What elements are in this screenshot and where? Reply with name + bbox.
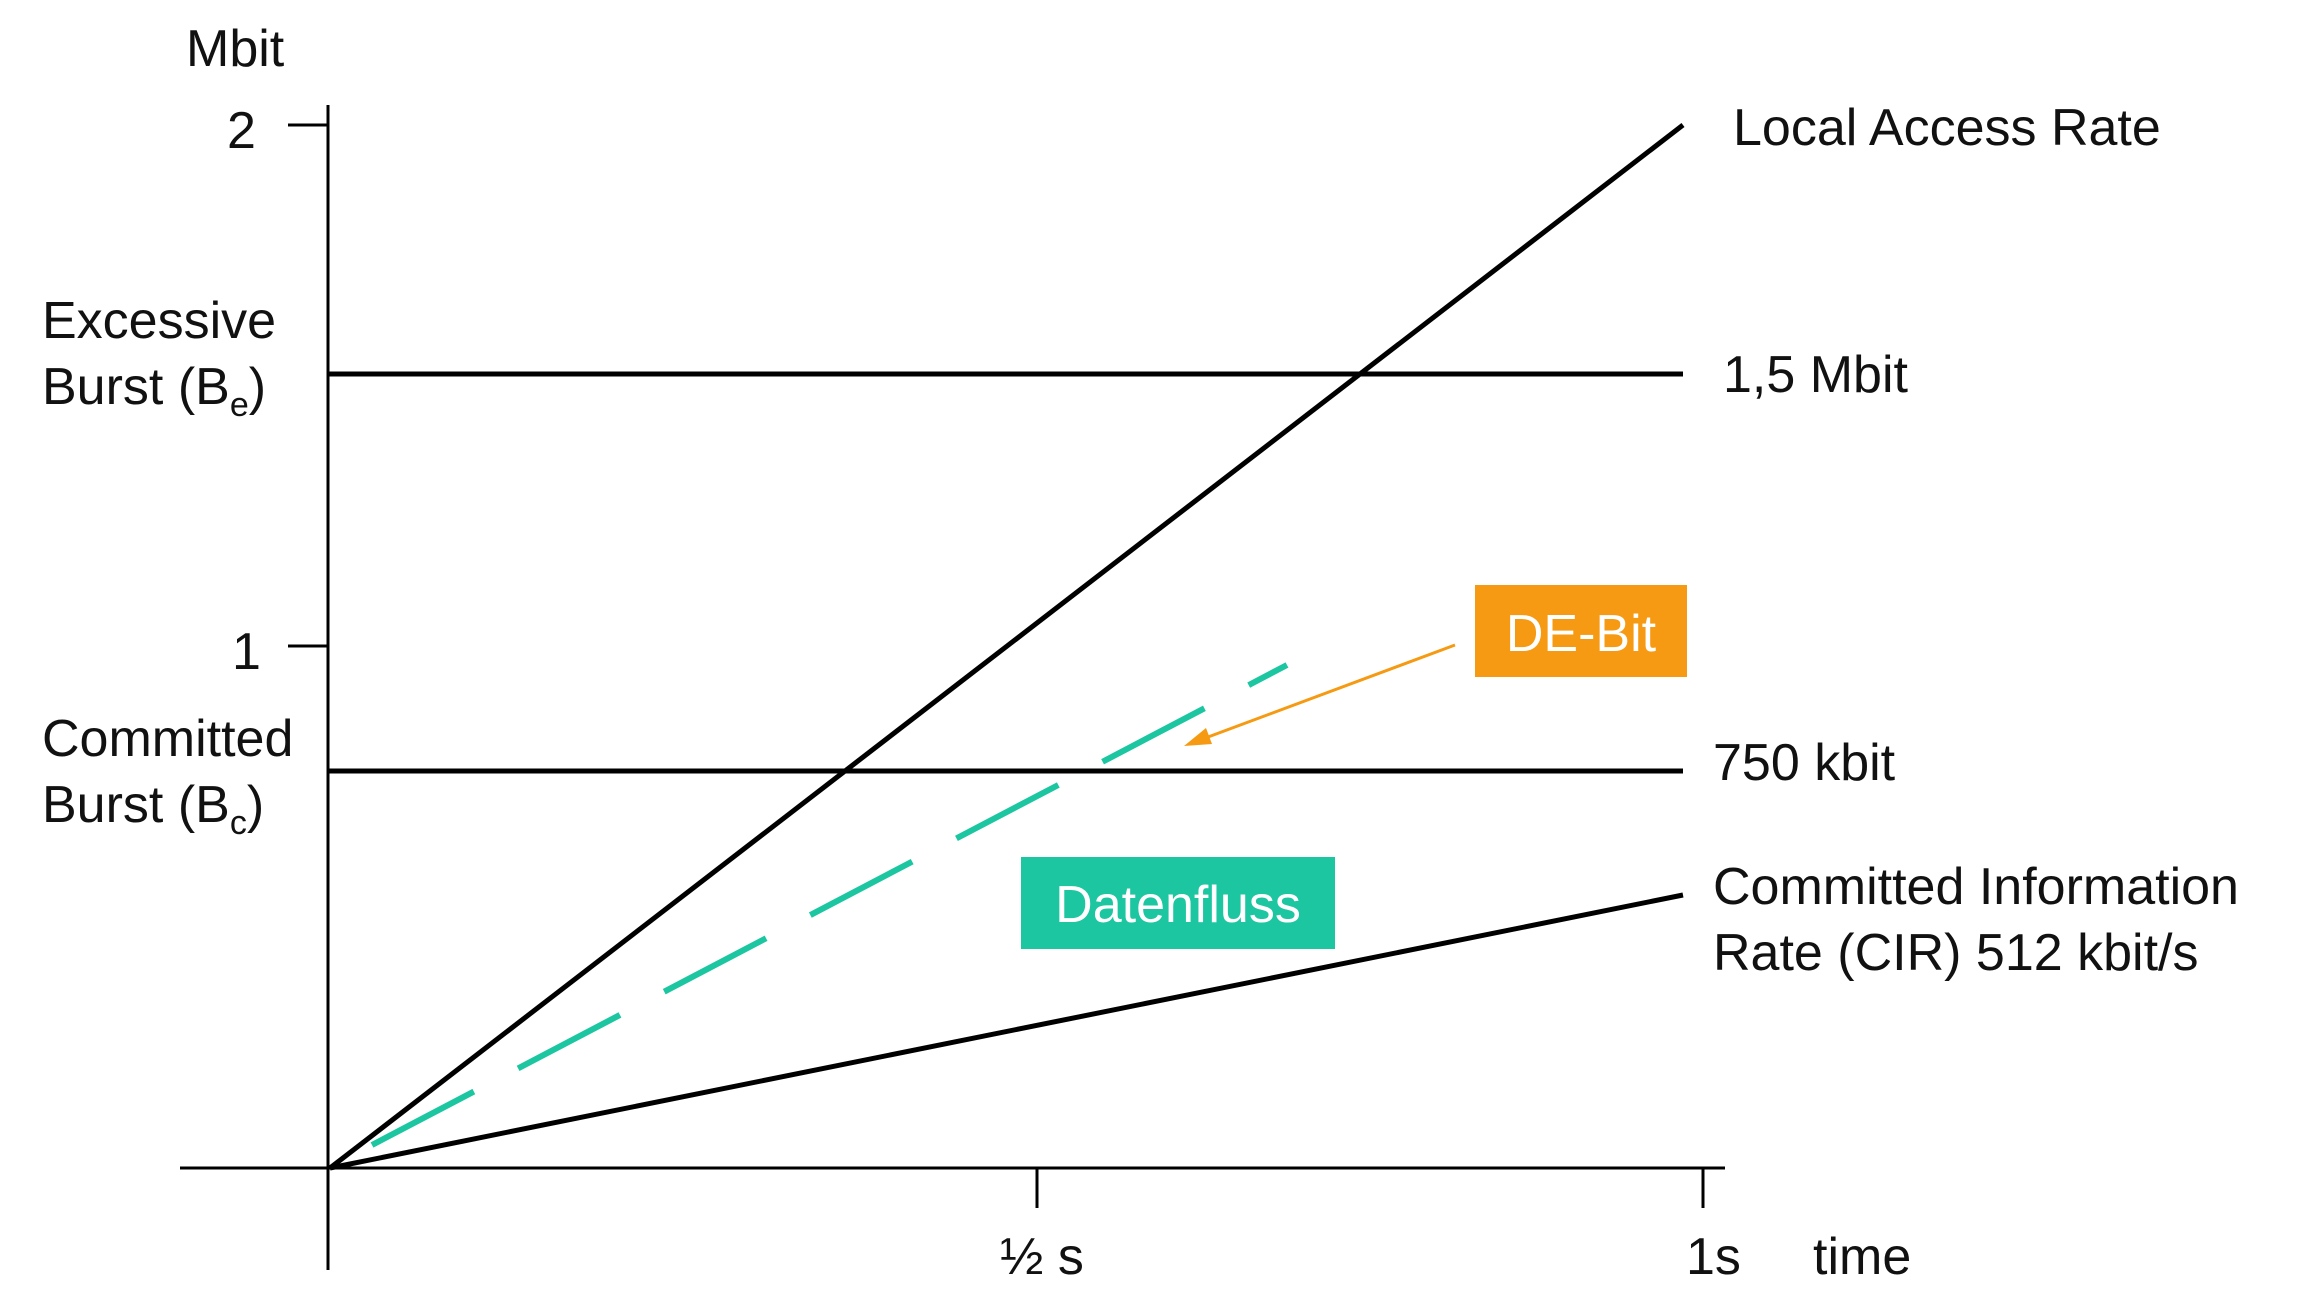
cir-label-line1: Committed Information — [1713, 858, 2239, 916]
y-tick-label-1: 1 — [232, 623, 261, 681]
excessive-burst-label-line2: Burst (Be) — [42, 358, 266, 424]
committed-burst-label-line2: Burst (Bc) — [42, 776, 264, 842]
excessive-burst-label-line1: Excessive — [42, 292, 276, 350]
datenfluss-tag: Datenfluss — [1021, 857, 1335, 949]
de-bit-arrowhead — [1184, 728, 1212, 746]
cir-line — [329, 892, 1684, 1171]
cir-label-line2: Rate (CIR) 512 kbit/s — [1713, 924, 2199, 982]
x-axis-label: time — [1813, 1228, 1911, 1286]
datenfluss-tag-bg — [1021, 857, 1335, 949]
local-access-rate-line — [328, 123, 1685, 1170]
y-tick-label-2: 2 — [227, 102, 256, 160]
de-bit-tag: DE-Bit — [1475, 585, 1687, 677]
committed-level-label: 750 kbit — [1713, 734, 1896, 792]
excessive-level-label: 1,5 Mbit — [1723, 346, 1909, 404]
datenfluss-line — [370, 662, 1289, 1148]
x-tick-label-half: ½ s — [1000, 1228, 1084, 1286]
de-bit-arrow-line — [1199, 643, 1456, 742]
x-tick-label-one: 1s — [1686, 1228, 1741, 1286]
de-bit-tag-text: DE-Bit — [1506, 605, 1657, 663]
de-bit-tag-bg — [1475, 585, 1687, 677]
datenfluss-tag-text: Datenfluss — [1055, 876, 1301, 934]
y-unit-label: Mbit — [186, 20, 285, 78]
committed-burst-label-line1: Committed — [42, 710, 293, 768]
local-access-rate-label: Local Access Rate — [1733, 99, 2161, 157]
